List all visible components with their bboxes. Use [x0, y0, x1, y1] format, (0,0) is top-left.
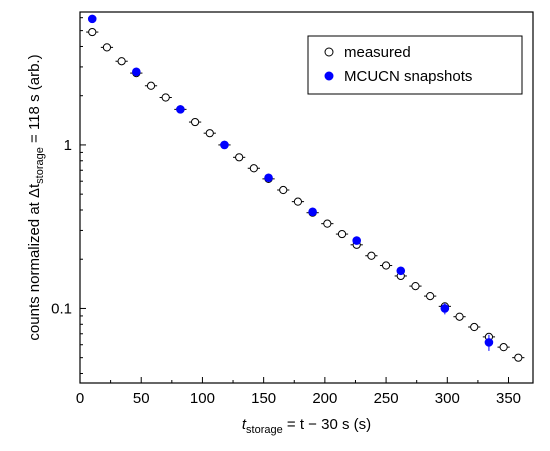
y-tick-label: 1 — [64, 137, 72, 154]
measured-point — [190, 117, 200, 127]
legend-box — [307, 35, 523, 95]
measured-point — [249, 164, 258, 173]
x-tick-label: 350 — [496, 390, 521, 407]
measured-point — [514, 353, 523, 362]
mcucn-point — [352, 236, 361, 245]
measured-point — [293, 197, 303, 206]
mcucn-point — [87, 14, 97, 24]
plot-frame — [79, 11, 534, 384]
mcucn-point — [132, 67, 141, 77]
measured-point — [117, 57, 126, 66]
legend-label-mcucn: MCUCN snapshots — [344, 68, 472, 85]
measured-point — [455, 312, 464, 321]
y-tick-label: 0.1 — [51, 300, 72, 317]
mcucn-point — [220, 140, 229, 150]
x-tick-label: 100 — [190, 390, 215, 407]
mcucn-point — [308, 207, 317, 217]
measured-point — [205, 129, 214, 138]
measured-point — [499, 343, 508, 352]
data-marks — [86, 14, 525, 362]
measured-point — [88, 27, 97, 37]
mcucn-point — [264, 173, 273, 183]
legend-label-measured: measured — [344, 44, 411, 61]
legend: measured MCUCN snapshots — [307, 35, 523, 95]
measured-point — [146, 81, 156, 90]
measured-point — [470, 322, 479, 332]
axis-ticks: 0 50 100 150 200 250 300 350 1 0.1 — [51, 17, 521, 407]
x-tick-label: 50 — [133, 390, 150, 407]
measured-point — [102, 43, 112, 52]
x-tick-label: 0 — [76, 390, 84, 407]
mcucn-point — [396, 266, 406, 276]
legend-marker-measured — [324, 47, 334, 57]
measured-point — [323, 219, 332, 228]
y-axis-label: counts normalized at Δtstorage = 118 s (… — [26, 54, 46, 340]
mcucn-point — [440, 304, 450, 313]
measured-point — [426, 291, 435, 301]
measured-point — [161, 93, 170, 102]
measured-point — [279, 185, 288, 195]
legend-marker-mcucn — [324, 71, 334, 81]
measured-point — [411, 281, 420, 291]
measured-point — [381, 261, 391, 270]
x-tick-label: 300 — [435, 390, 460, 407]
mcucn-point — [176, 105, 185, 114]
measured-point — [235, 153, 244, 162]
measured-point — [367, 251, 376, 260]
measured-point — [337, 229, 347, 239]
x-tick-label: 150 — [251, 390, 276, 407]
mcucn-point — [484, 338, 494, 347]
x-tick-label: 250 — [374, 390, 399, 407]
x-axis-label: tstorage = t − 30 s (s) — [242, 416, 371, 436]
x-tick-label: 200 — [312, 390, 337, 407]
